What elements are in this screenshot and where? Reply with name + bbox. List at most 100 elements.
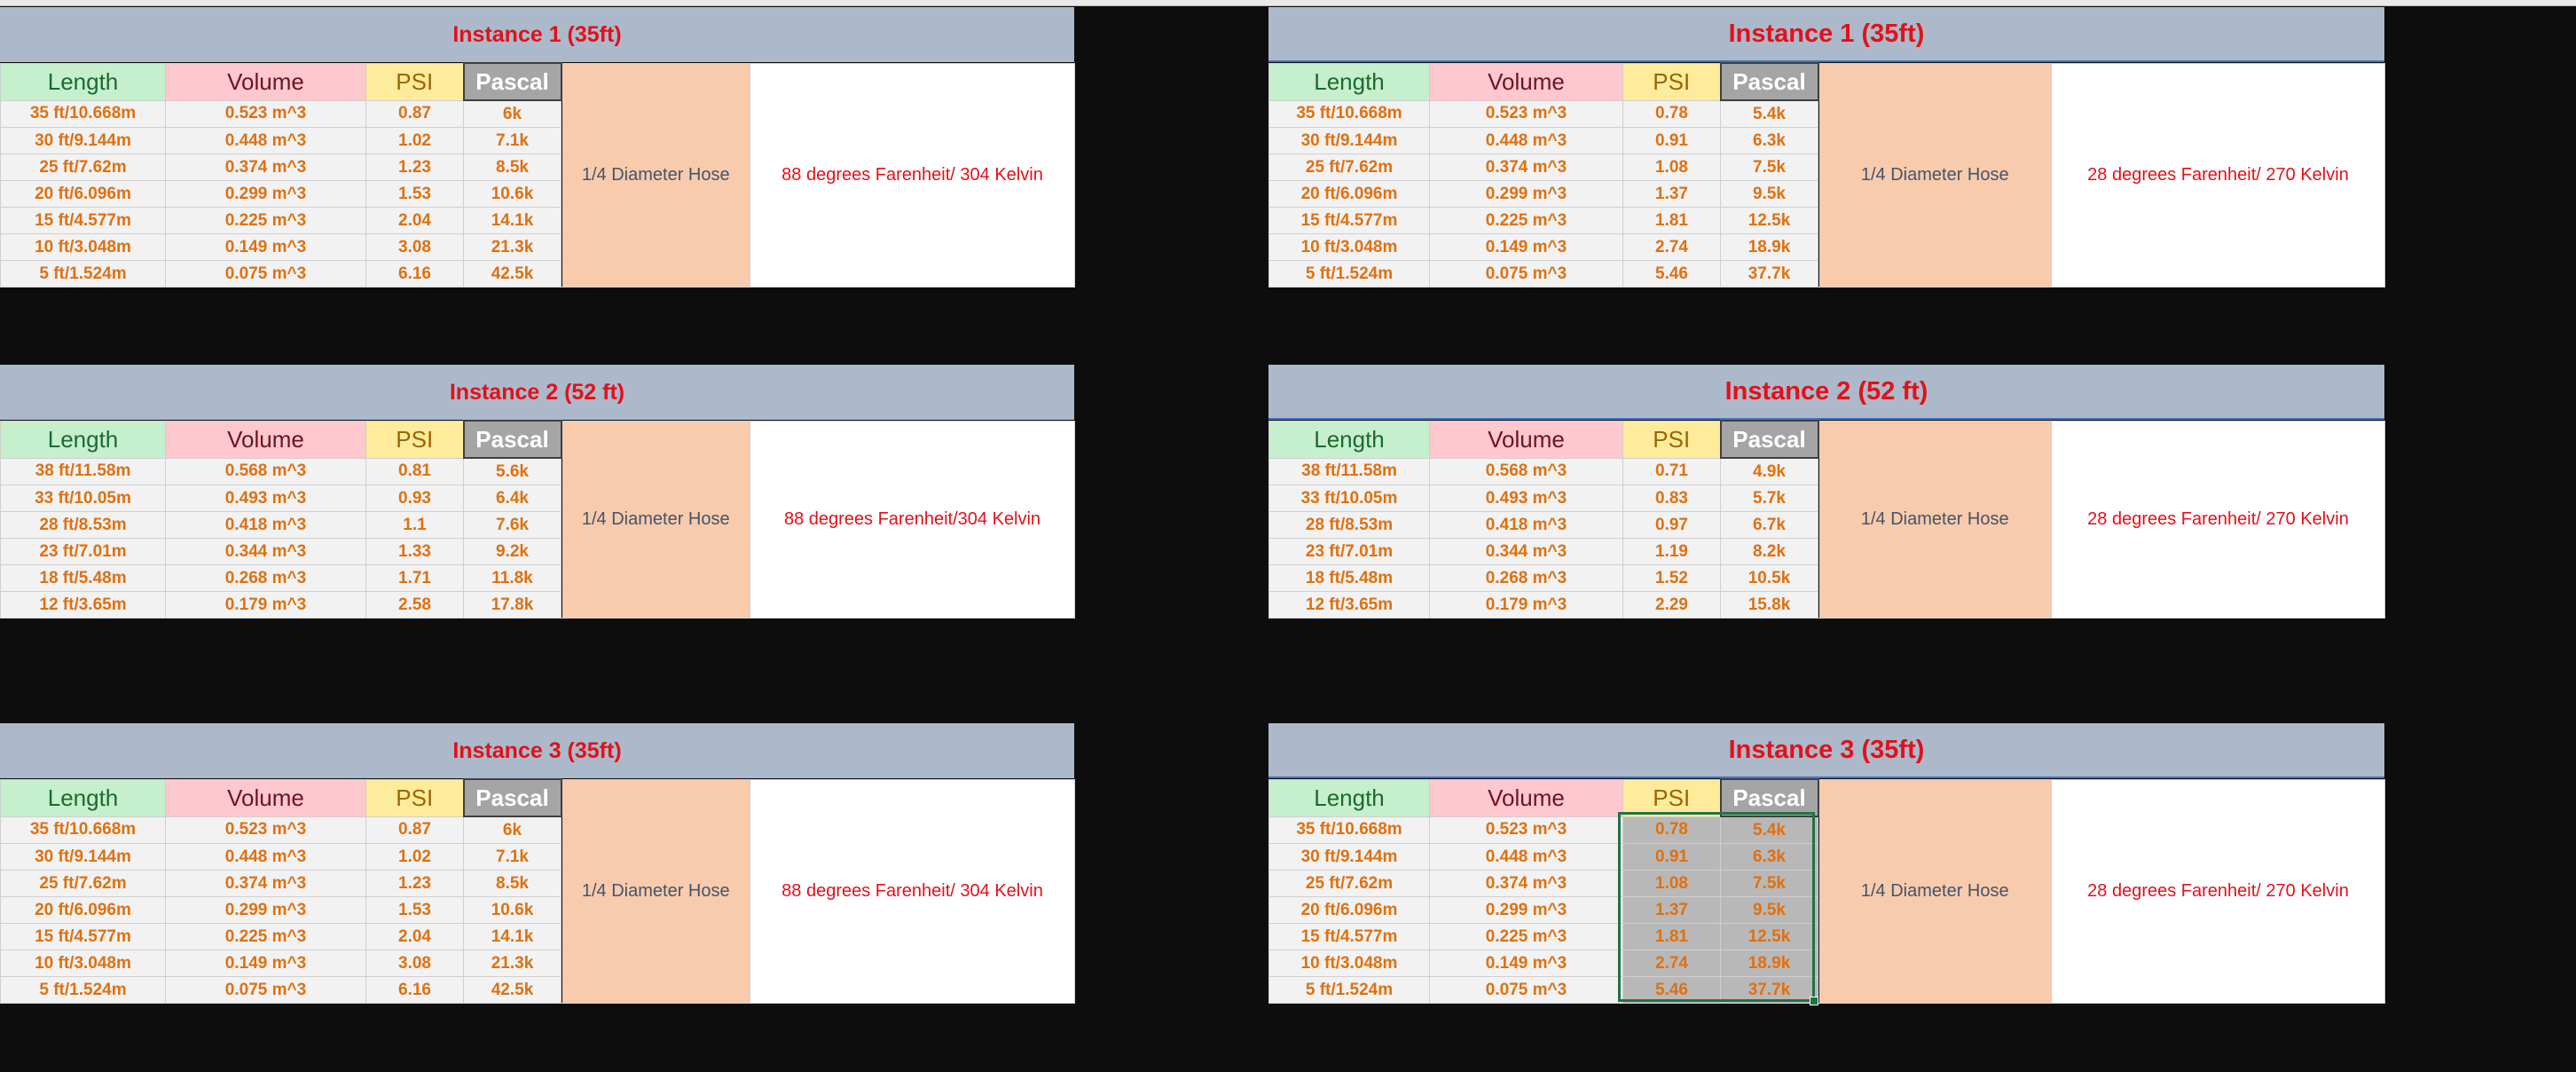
psi-cell[interactable]: 1.37 (1622, 896, 1721, 924)
pascal-cell[interactable]: 7.5k (1720, 154, 1818, 181)
pascal-cell[interactable]: 7.1k (463, 127, 562, 154)
psi-cell[interactable]: 1.19 (1622, 538, 1721, 565)
psi-cell[interactable]: 2.29 (1622, 591, 1721, 619)
volume-cell[interactable]: 0.268 m^3 (165, 564, 366, 592)
column-header-pascal[interactable]: Pascal (1719, 420, 1819, 459)
length-cell[interactable]: 5 ft/1.524m (0, 976, 166, 1004)
length-cell[interactable]: 15 ft/4.577m (0, 923, 166, 950)
volume-cell[interactable]: 0.523 m^3 (165, 99, 366, 128)
column-header-pascal[interactable]: Pascal (1719, 62, 1819, 101)
length-cell[interactable]: 30 ft/9.144m (0, 127, 166, 154)
pascal-cell[interactable]: 8.5k (463, 870, 562, 897)
length-cell[interactable]: 38 ft/11.58m (0, 457, 166, 485)
psi-cell[interactable]: 1.71 (365, 564, 464, 592)
length-cell[interactable]: 30 ft/9.144m (0, 843, 166, 871)
psi-cell[interactable]: 0.91 (1622, 843, 1721, 871)
pascal-cell[interactable]: 42.5k (463, 976, 562, 1004)
psi-cell[interactable]: 2.74 (1622, 233, 1721, 261)
length-cell[interactable]: 5 ft/1.524m (0, 260, 166, 288)
pascal-cell[interactable]: 6.7k (1720, 511, 1818, 539)
volume-cell[interactable]: 0.448 m^3 (165, 843, 366, 871)
length-cell[interactable]: 28 ft/8.53m (0, 511, 166, 539)
psi-cell[interactable]: 1.81 (1622, 923, 1721, 950)
column-header-length[interactable]: Length (1268, 420, 1430, 459)
volume-cell[interactable]: 0.493 m^3 (1429, 485, 1623, 512)
length-cell[interactable]: 35 ft/10.668m (0, 816, 166, 844)
volume-cell[interactable]: 0.344 m^3 (165, 538, 366, 565)
length-cell[interactable]: 15 ft/4.577m (1268, 923, 1430, 950)
volume-cell[interactable]: 0.523 m^3 (1429, 816, 1623, 844)
pascal-cell[interactable]: 7.6k (463, 511, 562, 539)
volume-cell[interactable]: 0.493 m^3 (165, 485, 366, 512)
column-header-psi[interactable]: PSI (1622, 778, 1721, 817)
psi-cell[interactable]: 2.58 (365, 591, 464, 619)
volume-cell[interactable]: 0.179 m^3 (1429, 591, 1623, 619)
hose-diameter-cell[interactable]: 1/4 Diameter Hose (1818, 420, 2052, 619)
pascal-cell[interactable]: 5.4k (1720, 816, 1818, 844)
psi-cell[interactable]: 1.08 (1622, 870, 1721, 897)
psi-cell[interactable]: 2.04 (365, 207, 464, 234)
pascal-cell[interactable]: 6.4k (463, 485, 562, 512)
column-header-psi[interactable]: PSI (1622, 420, 1721, 459)
column-header-pascal[interactable]: Pascal (462, 778, 562, 817)
pascal-cell[interactable]: 11.8k (463, 564, 562, 592)
psi-cell[interactable]: 1.53 (365, 896, 464, 924)
column-header-pascal[interactable]: Pascal (462, 420, 562, 459)
volume-cell[interactable]: 0.418 m^3 (1429, 511, 1623, 539)
hose-diameter-cell[interactable]: 1/4 Diameter Hose (561, 778, 750, 1004)
length-cell[interactable]: 30 ft/9.144m (1268, 843, 1430, 871)
temperature-cell[interactable]: 88 degrees Farenheit/ 304 Kelvin (750, 778, 1075, 1004)
temperature-cell[interactable]: 88 degrees Farenheit/304 Kelvin (750, 420, 1075, 619)
pascal-cell[interactable]: 17.8k (463, 591, 562, 619)
column-header-length[interactable]: Length (1268, 62, 1430, 101)
psi-cell[interactable]: 0.87 (365, 99, 464, 128)
fill-handle[interactable] (1810, 997, 1818, 1005)
volume-cell[interactable]: 0.225 m^3 (165, 923, 366, 950)
pascal-cell[interactable]: 10.6k (463, 896, 562, 924)
volume-cell[interactable]: 0.374 m^3 (1429, 870, 1623, 897)
column-header-length[interactable]: Length (0, 420, 166, 459)
length-cell[interactable]: 35 ft/10.668m (1268, 99, 1430, 128)
length-cell[interactable]: 10 ft/3.048m (1268, 233, 1430, 261)
psi-cell[interactable]: 1.53 (365, 180, 464, 208)
volume-cell[interactable]: 0.374 m^3 (1429, 154, 1623, 181)
length-cell[interactable]: 15 ft/4.577m (1268, 207, 1430, 234)
temperature-cell[interactable]: 28 degrees Farenheit/ 270 Kelvin (2051, 420, 2385, 619)
length-cell[interactable]: 23 ft/7.01m (1268, 538, 1430, 565)
column-header-psi[interactable]: PSI (1622, 62, 1721, 101)
psi-cell[interactable]: 0.93 (365, 485, 464, 512)
length-cell[interactable]: 33 ft/10.05m (0, 485, 166, 512)
pascal-cell[interactable]: 12.5k (1720, 207, 1818, 234)
pascal-cell[interactable]: 9.2k (463, 538, 562, 565)
pascal-cell[interactable]: 42.5k (463, 260, 562, 288)
pascal-cell[interactable]: 10.6k (463, 180, 562, 208)
psi-cell[interactable]: 0.71 (1622, 457, 1721, 485)
pascal-cell[interactable]: 8.2k (1720, 538, 1818, 565)
temperature-cell[interactable]: 28 degrees Farenheit/ 270 Kelvin (2051, 778, 2385, 1004)
pascal-cell[interactable]: 5.7k (1720, 485, 1818, 512)
volume-cell[interactable]: 0.075 m^3 (1429, 976, 1623, 1004)
volume-cell[interactable]: 0.075 m^3 (165, 976, 366, 1004)
length-cell[interactable]: 5 ft/1.524m (1268, 260, 1430, 288)
volume-cell[interactable]: 0.225 m^3 (1429, 207, 1623, 234)
length-cell[interactable]: 12 ft/3.65m (0, 591, 166, 619)
psi-cell[interactable]: 0.81 (365, 457, 464, 485)
psi-cell[interactable]: 0.83 (1622, 485, 1721, 512)
pascal-cell[interactable]: 4.9k (1720, 457, 1818, 485)
length-cell[interactable]: 25 ft/7.62m (1268, 870, 1430, 897)
hose-diameter-cell[interactable]: 1/4 Diameter Hose (1818, 62, 2052, 288)
column-header-length[interactable]: Length (0, 62, 166, 101)
psi-cell[interactable]: 1.23 (365, 154, 464, 181)
column-header-volume[interactable]: Volume (165, 62, 366, 101)
pascal-cell[interactable]: 10.5k (1720, 564, 1818, 592)
length-cell[interactable]: 28 ft/8.53m (1268, 511, 1430, 539)
column-header-volume[interactable]: Volume (165, 420, 366, 459)
volume-cell[interactable]: 0.523 m^3 (165, 816, 366, 844)
psi-cell[interactable]: 0.78 (1622, 99, 1721, 128)
volume-cell[interactable]: 0.149 m^3 (1429, 950, 1623, 977)
length-cell[interactable]: 35 ft/10.668m (1268, 816, 1430, 844)
length-cell[interactable]: 35 ft/10.668m (0, 99, 166, 128)
pascal-cell[interactable]: 18.9k (1720, 233, 1818, 261)
length-cell[interactable]: 5 ft/1.524m (1268, 976, 1430, 1004)
volume-cell[interactable]: 0.299 m^3 (165, 180, 366, 208)
